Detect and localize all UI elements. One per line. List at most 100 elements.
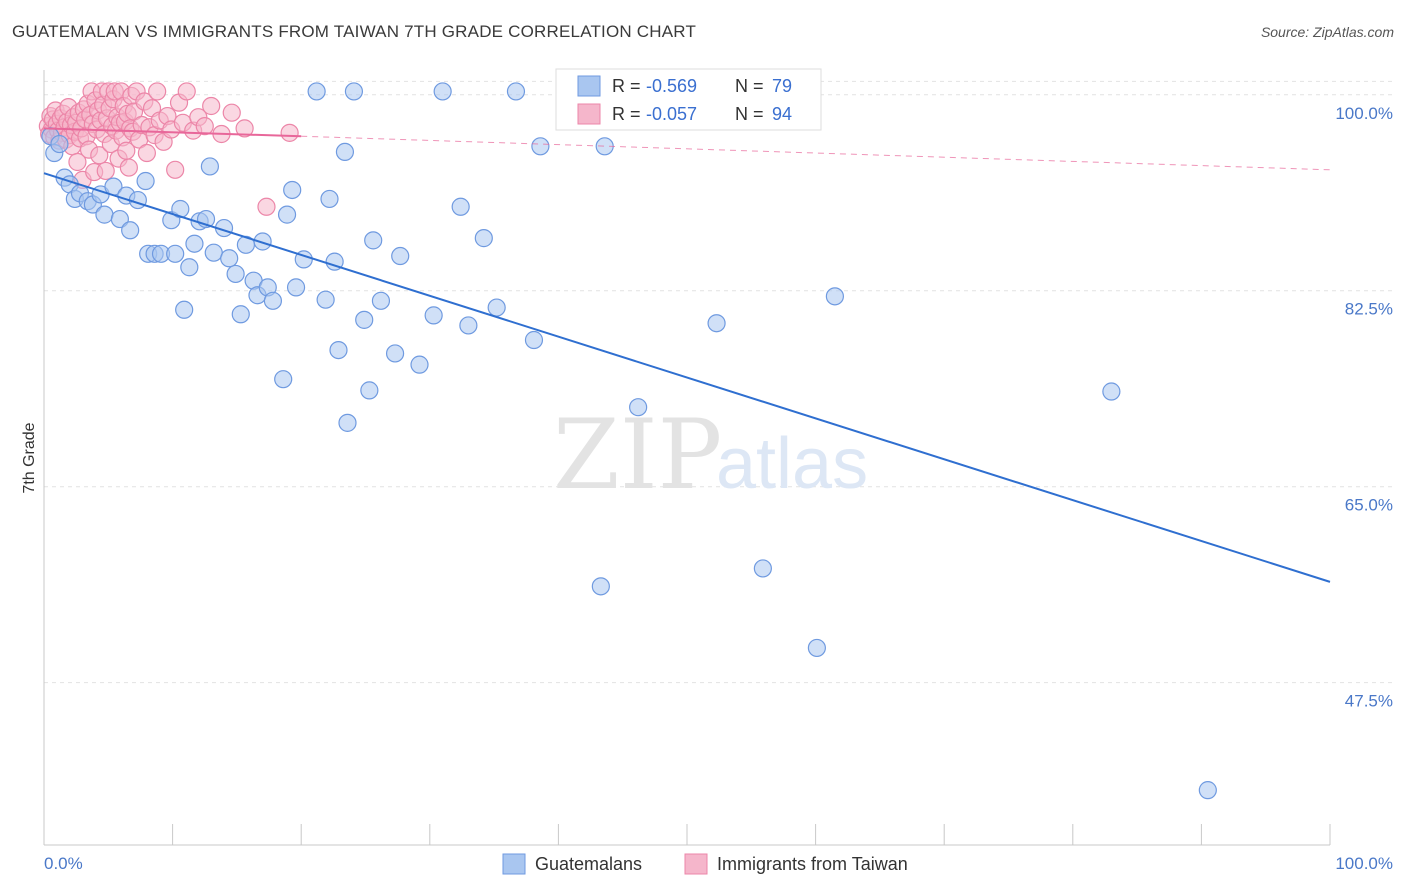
watermark-zip: ZIP bbox=[553, 399, 722, 511]
chart-title: GUATEMALAN VS IMMIGRANTS FROM TAIWAN 7TH… bbox=[12, 22, 697, 41]
x-tick-label-min: 0.0% bbox=[44, 854, 83, 873]
guatemalan-point-77 bbox=[1198, 781, 1217, 800]
guatemalan-point-67 bbox=[524, 330, 544, 350]
legend-r-label-2: R = bbox=[612, 104, 641, 124]
guatemalan-point-62 bbox=[451, 197, 470, 216]
trend-lines bbox=[43, 127, 1331, 583]
guatemalan-point-72 bbox=[707, 314, 726, 333]
guatemalan-point-14 bbox=[121, 221, 140, 240]
y-tick-labels: 47.5% 65.0% 82.5% 100.0% bbox=[1335, 104, 1393, 711]
taiwan-point-90 bbox=[222, 103, 241, 122]
guatemalan-point-56 bbox=[371, 291, 391, 310]
taiwan-point-88 bbox=[202, 96, 221, 116]
guatemalan-point-78 bbox=[1102, 382, 1121, 401]
watermark-atlas: atlas bbox=[716, 424, 868, 504]
guatemalan-point-32 bbox=[226, 264, 245, 284]
guatemalan-point-12 bbox=[110, 209, 129, 229]
guatemalan-point-51 bbox=[338, 413, 357, 432]
guatemalan-point-49 bbox=[329, 340, 348, 360]
guatemalan-point-75 bbox=[807, 638, 826, 658]
taiwan-point-91 bbox=[235, 119, 254, 138]
y-tick-label-0: 47.5% bbox=[1345, 692, 1393, 711]
taiwan-point-40 bbox=[90, 146, 109, 165]
guatemalan-trend-line bbox=[43, 172, 1331, 583]
y-tick-label-2: 82.5% bbox=[1345, 300, 1393, 319]
bottom-legend-taiwan: Immigrants from Taiwan bbox=[717, 854, 908, 874]
legend-n-value-2: 94 bbox=[772, 104, 792, 124]
bottom-legend-guatemalans: Guatemalans bbox=[535, 854, 642, 874]
guatemalan-point-47 bbox=[320, 189, 339, 209]
guatemalan-point-15 bbox=[128, 190, 147, 210]
taiwan-point-81 bbox=[166, 160, 185, 179]
series-legend: Guatemalans Immigrants from Taiwan bbox=[502, 853, 908, 875]
legend-n-value-1: 79 bbox=[772, 76, 792, 96]
watermark: ZIP atlas bbox=[553, 399, 868, 511]
guatemalan-point-76 bbox=[825, 287, 844, 306]
guatemalan-point-55 bbox=[364, 231, 383, 250]
guatemalan-point-68 bbox=[531, 137, 550, 156]
axes bbox=[43, 70, 1331, 846]
guatemalan-point-41 bbox=[277, 205, 297, 224]
y-tick-label-1: 65.0% bbox=[1345, 496, 1393, 515]
taiwan-point-76 bbox=[148, 82, 167, 101]
taiwan-point-45 bbox=[96, 161, 115, 181]
taiwan-point-92 bbox=[257, 197, 276, 216]
correlation-legend: R = -0.569 N = 79 R = -0.057 N = 94 bbox=[555, 68, 822, 131]
bottom-legend-swatch-guatemalans bbox=[502, 853, 526, 875]
y-tick-label-3: 100.0% bbox=[1335, 104, 1393, 123]
guatemalan-point-39 bbox=[263, 291, 283, 310]
guatemalan-point-64 bbox=[474, 229, 493, 248]
guatemalan-point-58 bbox=[391, 246, 410, 266]
guatemalan-point-40 bbox=[274, 370, 293, 389]
taiwan-trend-line bbox=[43, 127, 302, 138]
guatemalan-point-50 bbox=[335, 142, 355, 162]
guatemalan-point-54 bbox=[360, 381, 379, 400]
x-tick-label-max: 100.0% bbox=[1335, 854, 1393, 873]
taiwan-point-93 bbox=[280, 123, 299, 142]
guatemalan-point-59 bbox=[410, 355, 429, 374]
guatemalan-point-28 bbox=[200, 157, 219, 176]
guatemalan-point-63 bbox=[459, 316, 478, 335]
guatemalan-point-16 bbox=[136, 171, 155, 191]
guatemalan-point-29 bbox=[204, 243, 223, 262]
legend-r-value-1: -0.569 bbox=[646, 76, 697, 96]
guatemalan-point-21 bbox=[166, 244, 185, 263]
guatemalan-point-24 bbox=[180, 258, 199, 277]
guatemalan-point-42 bbox=[283, 180, 302, 200]
guatemalan-point-65 bbox=[487, 298, 506, 317]
taiwan-points bbox=[38, 82, 299, 216]
guatemalan-point-60 bbox=[424, 306, 443, 325]
guatemalan-point-25 bbox=[185, 234, 204, 253]
guatemalan-point-43 bbox=[286, 278, 306, 297]
gridlines bbox=[44, 80, 1393, 684]
legend-swatch-taiwan bbox=[577, 103, 601, 125]
guatemalan-point-2 bbox=[50, 134, 69, 154]
legend-swatch-guatemalans bbox=[577, 75, 601, 97]
guatemalan-point-46 bbox=[316, 290, 335, 309]
guatemalan-point-23 bbox=[175, 300, 194, 319]
guatemalan-point-10 bbox=[95, 205, 114, 224]
guatemalan-point-33 bbox=[231, 305, 250, 324]
guatemalan-point-31 bbox=[220, 249, 239, 268]
y-axis-label: 7th Grade bbox=[21, 422, 38, 493]
taiwan-point-63 bbox=[119, 158, 138, 177]
bottom-legend-swatch-taiwan bbox=[684, 853, 708, 875]
taiwan-point-87 bbox=[195, 117, 214, 136]
guatemalan-point-61 bbox=[433, 82, 452, 101]
guatemalan-point-45 bbox=[307, 82, 326, 101]
legend-n-label-2: N = bbox=[735, 104, 764, 124]
guatemalan-point-57 bbox=[385, 344, 405, 363]
legend-r-value-2: -0.057 bbox=[646, 104, 697, 124]
legend-r-label-1: R = bbox=[612, 76, 641, 96]
guatemalan-point-71 bbox=[629, 398, 648, 417]
taiwan-point-72 bbox=[137, 143, 156, 163]
guatemalan-point-37 bbox=[253, 232, 272, 251]
taiwan-trend-extension bbox=[301, 135, 1331, 171]
legend-n-label-1: N = bbox=[735, 76, 764, 96]
taiwan-point-23 bbox=[68, 152, 87, 172]
source-label: Source: ZipAtlas.com bbox=[1260, 24, 1394, 40]
guatemalan-point-70 bbox=[591, 577, 610, 596]
guatemalan-point-66 bbox=[506, 82, 526, 101]
taiwan-point-84 bbox=[177, 82, 196, 101]
